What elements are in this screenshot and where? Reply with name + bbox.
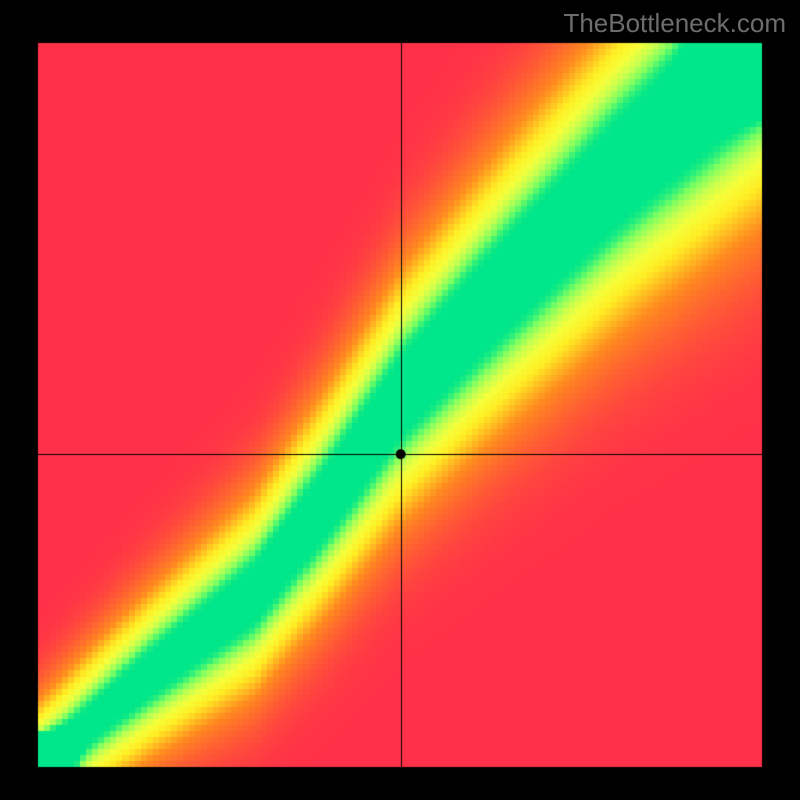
- chart-container: TheBottleneck.com: [0, 0, 800, 800]
- watermark-text: TheBottleneck.com: [563, 8, 786, 39]
- bottleneck-heatmap: [0, 0, 800, 800]
